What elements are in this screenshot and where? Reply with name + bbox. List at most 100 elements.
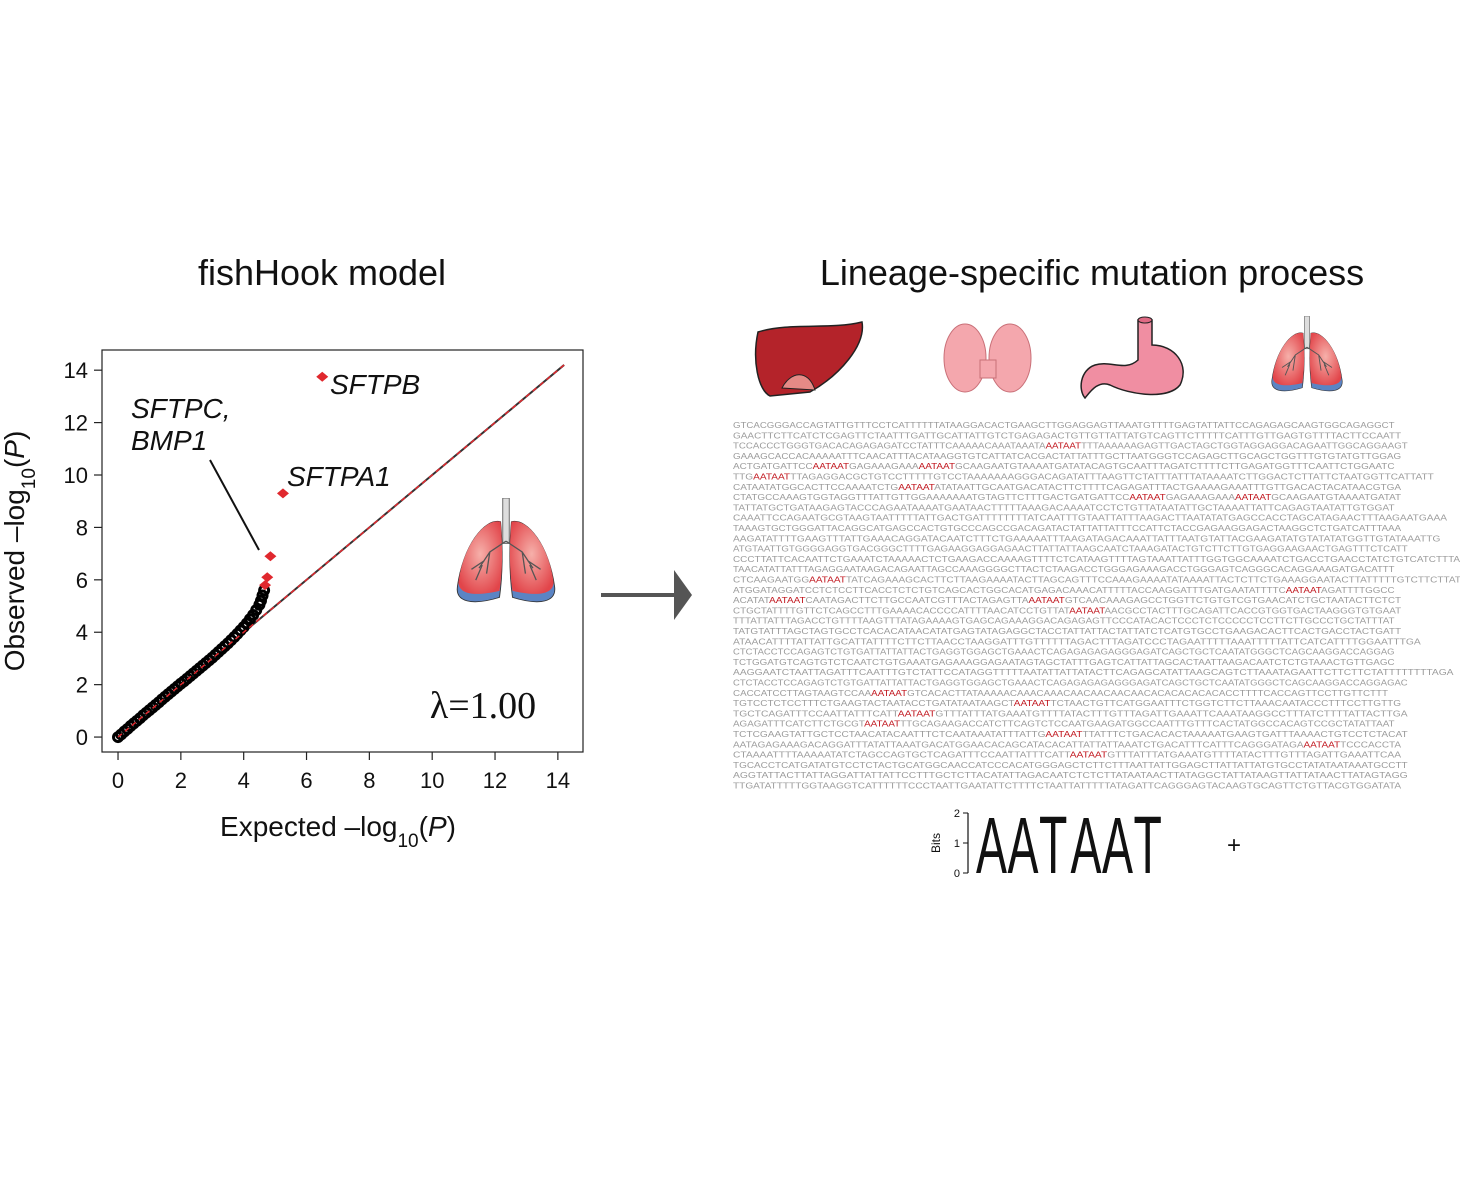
annotation: SFTPA1 <box>287 461 391 492</box>
seq-motif: AATAAT <box>1014 698 1051 708</box>
seq-part: AGATTTTGGCC <box>1321 585 1394 595</box>
sequence-line: ACATAT AATAAT CAATAGACTTCTTGCCAATCGTTTACTA… <box>733 595 1401 605</box>
seq-motif: AATAAT <box>871 688 907 698</box>
liver-icon <box>754 321 864 397</box>
seq-part: AAGATATTTTGAAGTTTATTGAAACAGGATACAATCTTTC… <box>733 533 1440 543</box>
point <box>276 488 289 499</box>
y-tick-label: 6 <box>76 568 88 593</box>
sequence-line: AGAGATTTCATCTTCTGCGT AATAAT TTGCAGAAGACCAT… <box>733 719 1395 729</box>
seq-part: CTCTACCTCCAGAGTCTGTGATTATTATTACTGAGGTGGA… <box>733 678 1408 688</box>
logo-tick-label: 1 <box>954 838 960 850</box>
seq-part: TGCACCTCATGATATGTCCTCTACTGCATGGCAACCATCC… <box>733 760 1408 770</box>
point <box>261 572 274 583</box>
seq-part: CTCAAGAATGG <box>733 575 809 585</box>
sequence-line: CTATGCCAAAGTGGTAGGTTTATTGTTGGAAAAAAATGTA… <box>733 492 1401 502</box>
seq-motif: AATAAT <box>864 719 900 729</box>
seq-motif: AATAAT <box>1045 729 1082 739</box>
sequence-line: TCTGGATGTCAGTGTCTCAATCTGTGAAATGAGAAAGGAG… <box>733 657 1395 667</box>
seq-part: AACGCCTACTTTGCAGATTCACCGTGGTGACTAAGGGTGT… <box>1105 605 1402 615</box>
seq-part: TCTCGAAGTATTGCTCCTAACATACAATTTCTCAATAAAT… <box>733 729 1045 739</box>
seq-motif: AATAAT <box>1129 492 1165 502</box>
panel-title: fishHook model <box>198 252 446 293</box>
logo-tick-label: 2 <box>954 808 960 820</box>
annotation: SFTPC, <box>131 393 231 424</box>
logo-letter: A <box>1008 801 1039 890</box>
sequence-line: CATAATATGGCACTTCCAAAATCTG AATAAT ATATAATTG… <box>733 482 1401 492</box>
sequence-line: TAAAGTGCTGGGATTACAGGCATGAGCCACTGTGCCCAGC… <box>733 523 1401 533</box>
seq-motif: AATAAT <box>813 461 849 471</box>
point <box>264 551 277 562</box>
y-tick-label: 14 <box>64 358 88 383</box>
y-tick-label: 2 <box>76 673 88 698</box>
axis-label-part: 10 <box>397 831 418 852</box>
seq-part: GTCAACAAAGAGCCTGGTTCTGTGTCGTGAACATCTGCTA… <box>1065 595 1401 605</box>
seq-motif: AATAAT <box>1069 605 1105 615</box>
sequence-line: TGTCCTCTCCTTTCTGAAGTACTAATACCTGATATAATAA… <box>733 698 1401 708</box>
x-tick-label: 12 <box>483 768 507 793</box>
annotation: SFTPB <box>330 369 420 400</box>
mutation-panel: Lineage-specific mutation process <box>754 252 1364 400</box>
axis-label-part: P <box>0 440 30 459</box>
point <box>316 371 329 382</box>
seq-motif: AATAAT <box>769 595 805 605</box>
sequence-line: CCCTTATTCACAATTCTGAAATCTAAAAACTCTGAAGACC… <box>733 554 1460 564</box>
seq-part: ATGGATAGGATCCTCTCCTTCACCTCTCTGTCAGCACTGG… <box>733 585 1286 595</box>
seq-motif: AATAAT <box>1029 595 1065 605</box>
seq-part: AAGGAATCTAATTAGATTTCAATTTGTCTATTCCATAGGT… <box>733 667 1454 677</box>
axis-label-part: ( <box>419 811 429 842</box>
stomach-icon <box>1080 316 1184 400</box>
seq-motif: AATAAT <box>809 575 846 585</box>
seq-part: TAACATATTATTTAGAGGAATAAGACAGAATTAGCCAAAG… <box>733 564 1395 574</box>
sequence-line: TCTCGAAGTATTGCTCCTAACATACAATTTCTCAATAAAT… <box>733 729 1408 739</box>
seq-part: CAATAGACTTCTTGCCAATCGTTTACTAGAGTTA <box>806 595 1029 605</box>
sequence-line: CTGCTATTTTGTTCTCAGCCTTTGAAAACACCCCATTTTA… <box>733 605 1401 615</box>
seq-part: GAACTTCTTCATCTCGAGTTCTAATTTGATTGCATTATTG… <box>733 430 1401 440</box>
seq-part: GTCACGGGACCAGTATTGTTTCCTCATTTTTTATAAGGAC… <box>733 420 1395 430</box>
sequence-line: ATAACATTTTATTATTGCATTATTTTCTTCTTAACCTAAG… <box>733 636 1421 646</box>
seq-part: TGCTCAGATTTCCAATTATTTCATT <box>733 708 898 718</box>
seq-motif: AATAAT <box>753 472 790 482</box>
x-tick-label: 4 <box>238 768 250 793</box>
leader-line <box>209 459 260 551</box>
x-tick-label: 6 <box>300 768 312 793</box>
reference-line-dashed <box>117 364 565 738</box>
logo-letter: T <box>1039 801 1067 892</box>
axis-label-part: ( <box>0 458 30 468</box>
seq-part: TCTAACTGTTCATGGAATTTCTGGTCTTCTTAAACAATAC… <box>1050 698 1401 708</box>
seq-part: TCCACCCTGGGTGACACAGAGAGATCCTATTTCAAAAACA… <box>733 441 1046 451</box>
seq-motif: AATAAT <box>1235 492 1271 502</box>
seq-motif: AATAAT <box>898 708 936 718</box>
y-tick-label: 10 <box>64 463 88 488</box>
seq-part: GCAAGAATGTAAAATGATATACAGTGCAATTTAGATCTTT… <box>955 461 1395 471</box>
x-tick-label: 8 <box>363 768 375 793</box>
point <box>256 589 269 602</box>
axis-label-part: P <box>428 811 447 842</box>
seq-motif: AATAAT <box>1046 441 1081 451</box>
panel-title: Lineage-specific mutation process <box>820 252 1364 293</box>
seq-part: CACCATCCTTAGTAAGTCCAA <box>733 688 872 698</box>
seq-part: CATAATATGGCACTTCCAAAATCTG <box>733 482 898 492</box>
sequence-line: GAAAGCACCACAAAAATTTCAACATTTACATAAGGTGTCA… <box>733 451 1401 461</box>
axis-label-part: 10 <box>19 468 40 489</box>
y-tick-label: 8 <box>76 515 88 540</box>
qq-panel: fishHook model <box>101 252 584 753</box>
x-tick-label: 2 <box>175 768 187 793</box>
arrow <box>601 570 692 620</box>
seq-part: AGGTATTACTTATTAGGATTATTATTCCTTTGCTCTTACA… <box>733 770 1408 780</box>
seq-part: TTGATATTTTTGGTAAGGTCATTTTTTCCCTAATTGAATA… <box>733 781 1401 791</box>
seq-part: TAAAGTGCTGGGATTACAGGCATGAGCCACTGTGCCCAGC… <box>733 523 1401 533</box>
axis-label: Observed –log10(P) <box>0 431 40 672</box>
seq-part: GTTTATTTATGAAATGTTTTATACTTTGTTTAGATTGAAA… <box>935 708 1408 718</box>
y-tick-label: 12 <box>64 411 88 436</box>
sequence-line: CAAATTCCAGAATGCGTAAGTAATTTTTATTGACTGATTT… <box>733 513 1447 523</box>
seq-part: GTTTATTTATGAAATGTTTTATACTTTGTTTAGATTGAAA… <box>1107 750 1401 760</box>
sequence-line: TTG AATAAT TTAGAGGACGCTGTCCTTTTTGTCCTAAAAA… <box>733 472 1434 482</box>
seq-motif: AATAAT <box>919 461 955 471</box>
sequence-line: GAACTTCTTCATCTCGAGTTCTAATTTGATTGCATTATTG… <box>733 430 1401 440</box>
sequence-line: AGGTATTACTTATTAGGATTATTATTCCTTTGCTCTTACA… <box>733 770 1408 780</box>
lung-icon <box>456 498 556 603</box>
logo-letter: A <box>1102 801 1133 890</box>
axis-label-part: Expected –log <box>220 811 397 842</box>
seq-part: TATGTATTTAGCTAGTGCCTCACACATAACATATGAGTAT… <box>733 626 1401 636</box>
seq-part: ATATAATTGCAATGACATACTTCTTTTCAGAGATTTACTG… <box>934 482 1401 492</box>
